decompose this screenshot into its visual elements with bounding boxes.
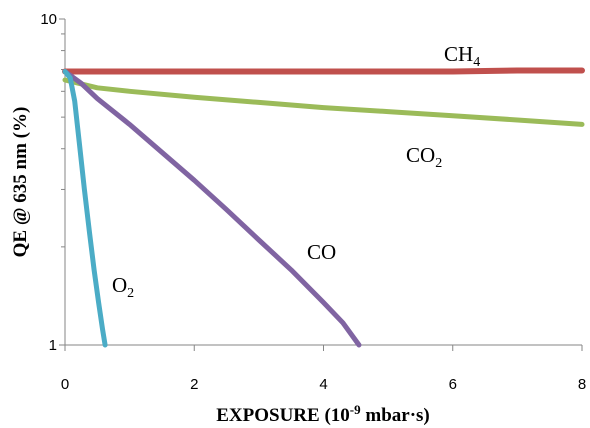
series-label-base: CO xyxy=(307,240,336,264)
series-label-base: CO xyxy=(406,143,435,167)
series-label-co2: CO2 xyxy=(406,143,442,171)
x-axis-title-main: EXPOSURE (10 xyxy=(216,405,350,426)
x-axis-title-exponent: -9 xyxy=(350,402,361,417)
y-tick-label: 1 xyxy=(49,337,57,354)
series-line-co xyxy=(62,69,362,348)
series-line-ch4 xyxy=(62,67,585,75)
y-axis-title: QE @ 635 nm (%) xyxy=(10,107,31,258)
series-label-subscript: 2 xyxy=(127,286,134,301)
x-axis-title: EXPOSURE (10-9 mbar·s) xyxy=(216,402,430,426)
series-label-co: CO xyxy=(307,240,336,264)
series-label-base: CH xyxy=(444,42,473,66)
y-tick-label: 10 xyxy=(40,11,57,28)
series-label-o2: O2 xyxy=(112,273,134,301)
axes: 1 10 0 2 4 6 8 QE @ 635 nm (%) EXPOSURE (10-9 mb… xyxy=(10,11,586,426)
series-label-subscript: 2 xyxy=(435,156,442,171)
x-tick-label: 8 xyxy=(578,376,586,393)
series-label-base: O xyxy=(112,273,127,297)
series-layer xyxy=(62,67,585,348)
x-axis-title-unit: mbar·s) xyxy=(361,405,430,426)
x-tick-label: 4 xyxy=(319,376,327,393)
x-tick-label: 6 xyxy=(449,376,457,393)
series-line-o2 xyxy=(62,69,108,348)
x-tick-label: 2 xyxy=(190,376,198,393)
series-label-subscript: 4 xyxy=(473,55,480,70)
series-label-ch4: CH4 xyxy=(444,42,480,70)
x-tick-label: 0 xyxy=(61,376,69,393)
series-line-co2 xyxy=(62,77,585,127)
